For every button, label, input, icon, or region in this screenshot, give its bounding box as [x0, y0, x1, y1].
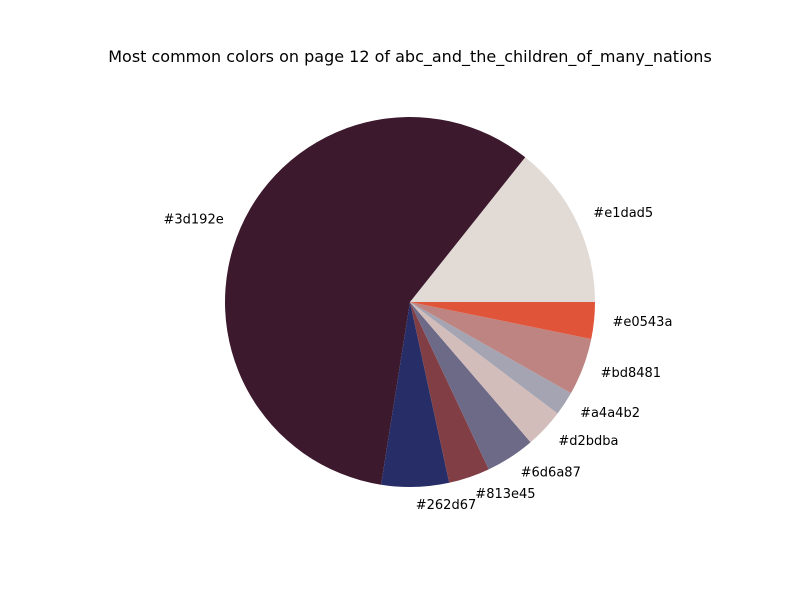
pie-slice-4: [410, 302, 531, 470]
pie-slices: [225, 116, 595, 487]
pie-slice-label-1: #3d192e: [164, 213, 224, 228]
pie-slice-label-6: #a4a4b2: [580, 406, 640, 421]
pie-slice-label-5: #d2bdba: [558, 434, 618, 449]
pie-slice-3: [410, 302, 489, 483]
pie-slice-0: [410, 157, 595, 302]
pie-slice-label-8: #e0543a: [612, 315, 672, 330]
pie-slice-label-2: #262d67: [416, 498, 477, 513]
pie-slice-label-0: #e1dad5: [593, 206, 653, 221]
pie-slice-label-3: #813e45: [475, 487, 535, 502]
pie-slice-8: [410, 302, 595, 339]
pie-slice-label-4: #6d6a87: [521, 465, 581, 480]
pie-slice-5: [410, 302, 558, 443]
pie-slice-label-7: #bd8481: [601, 366, 661, 381]
chart-title: Most common colors on page 12 of abc_and…: [108, 47, 712, 66]
pie-slice-1: [225, 116, 526, 485]
pie-slice-2: [381, 302, 450, 487]
pie-slice-6: [410, 302, 571, 414]
pie-labels: #e1dad5 #3d192e #262d67#813e45 #6d6a87 #d2bd…: [164, 206, 673, 513]
pie-slice-7: [410, 302, 592, 394]
